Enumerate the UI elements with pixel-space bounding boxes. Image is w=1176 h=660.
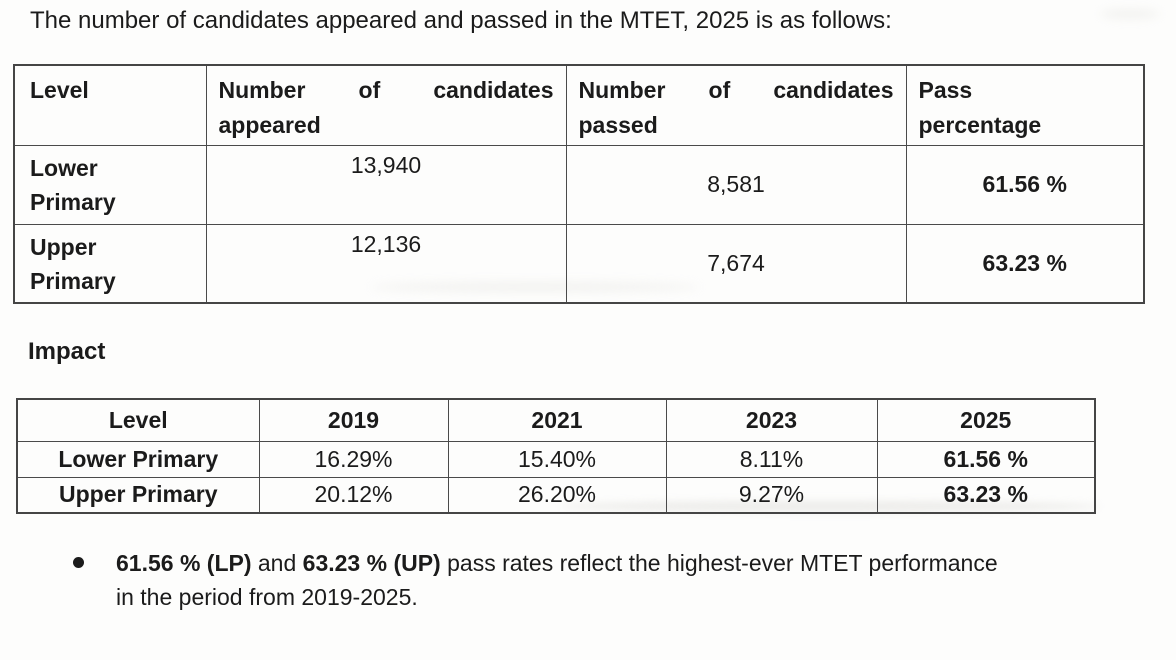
table-row: Upper Primary 20.12% 26.20% 9.27% 63.23 … (16, 476, 1096, 514)
cell-2021: 15.40% (447, 440, 667, 478)
impact-col-2019: 2019 (258, 398, 449, 442)
results-col-pass-percentage: Pass percentage (905, 64, 1145, 146)
impact-heading: Impact (28, 338, 106, 365)
cell-passed: 8,581 (565, 144, 907, 225)
cell-2021: 26.20% (447, 476, 667, 514)
header-line: passed (578, 112, 658, 138)
results-col-level: Level (13, 64, 207, 146)
cell-level: Upper Primary (13, 223, 207, 304)
cell-level: Lower Primary (16, 440, 260, 478)
cell-2019: 20.12% (258, 476, 449, 514)
impact-col-2021: 2021 (447, 398, 667, 442)
cell-level: Upper Primary (16, 476, 260, 514)
header-line: Level (30, 77, 89, 103)
cell-2023: 8.11% (665, 440, 878, 478)
cell-2019: 16.29% (258, 440, 449, 478)
header-line: Number of candidates (218, 77, 554, 103)
impact-header-row: Level 2019 2021 2023 2025 (16, 398, 1096, 442)
impact-table: Level 2019 2021 2023 2025 Lower Primary … (16, 398, 1096, 514)
bullet-marker (73, 557, 84, 568)
header-line: appeared (218, 112, 321, 138)
table-row: Lower Primary 16.29% 15.40% 8.11% 61.56 … (16, 440, 1096, 478)
header-line: Pass (918, 77, 973, 103)
cell-passed: 7,674 (565, 223, 907, 304)
impact-col-2023: 2023 (665, 398, 878, 442)
cell-appeared: 12,136 (205, 223, 567, 304)
results-col-passed: Number of candidates passed (565, 64, 907, 146)
intro-text: The number of candidates appeared and pa… (30, 7, 892, 34)
header-line: percentage (918, 112, 1042, 138)
results-col-appeared: Number of candidates appeared (205, 64, 567, 146)
bullet-item: 61.56 % (LP) and 63.23 % (UP) pass rates… (73, 546, 1016, 614)
bullet-segment: and (251, 550, 303, 576)
cell-appeared: 13,940 (205, 144, 567, 225)
table-row: Upper Primary 12,136 7,674 63.23 % (13, 223, 1145, 304)
cell-pass-percentage: 61.56 % (905, 144, 1145, 225)
bullet-segment: 61.56 % (LP) (116, 550, 252, 576)
scan-artifact (1100, 10, 1160, 18)
results-header-row: Level Number of candidates appeared Numb… (13, 64, 1145, 146)
results-table: Level Number of candidates appeared Numb… (13, 64, 1145, 304)
bullet-text: 61.56 % (LP) and 63.23 % (UP) pass rates… (116, 546, 1016, 614)
table-row: Lower Primary 13,940 8,581 61.56 % (13, 144, 1145, 225)
cell-2025: 61.56 % (876, 440, 1096, 478)
impact-col-2025: 2025 (876, 398, 1096, 442)
impact-col-level: Level (16, 398, 260, 442)
cell-2023: 9.27% (665, 476, 878, 514)
bullet-segment: 63.23 % (UP) (302, 550, 441, 576)
cell-level: Lower Primary (13, 144, 207, 225)
header-line: Number of candidates (578, 77, 894, 103)
cell-pass-percentage: 63.23 % (905, 223, 1145, 304)
bullet-segment: pass rates reflect the highest-ever MTET… (116, 550, 998, 610)
cell-2025: 63.23 % (876, 476, 1096, 514)
